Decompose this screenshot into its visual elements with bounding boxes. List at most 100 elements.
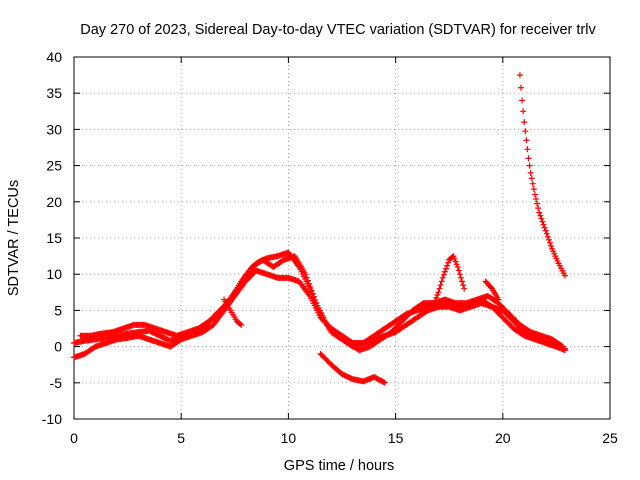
data-point [548, 242, 555, 249]
y-tick-label: 10 [46, 266, 62, 282]
data-point [441, 268, 448, 275]
y-tick-label: 5 [54, 302, 62, 318]
data-point [521, 119, 528, 126]
data-point [495, 296, 502, 303]
series-spike-segment-2 [482, 278, 502, 303]
data-point [542, 227, 549, 234]
chart-title: Day 270 of 2023, Sidereal Day-to-day VTE… [80, 22, 596, 38]
data-point [436, 285, 443, 292]
data-point [561, 347, 568, 354]
data-point [460, 282, 467, 289]
y-tick-labels: -10 -5 0 5 10 15 20 25 30 35 40 [42, 49, 62, 427]
data-point [312, 296, 319, 303]
data-point [310, 293, 317, 300]
data-point [545, 236, 552, 243]
data-point [461, 285, 468, 292]
data-point [439, 274, 446, 281]
x-tick-label: 25 [602, 430, 618, 446]
x-tick-label: 0 [70, 430, 78, 446]
y-tick-label: 20 [46, 194, 62, 210]
data-point [540, 221, 547, 228]
y-tick-label: 15 [46, 230, 62, 246]
data-point [523, 137, 530, 144]
data-point [302, 271, 309, 278]
data-point [444, 262, 451, 269]
data-point [433, 294, 440, 301]
data-point [453, 261, 460, 268]
series-track-b [71, 267, 568, 361]
data-point [457, 274, 464, 281]
data-point [307, 284, 314, 291]
data-point [525, 155, 532, 162]
data-point [306, 280, 313, 287]
data-point [539, 218, 546, 225]
data-point [381, 379, 388, 386]
data-point [529, 180, 536, 187]
data-point [451, 255, 458, 262]
data-point [488, 284, 495, 291]
grid-lines [74, 57, 610, 419]
y-tick-label: -5 [50, 375, 63, 391]
data-point [524, 146, 531, 153]
data-point [226, 297, 233, 304]
data-point [237, 320, 244, 327]
data-point [308, 287, 315, 294]
data-point [456, 271, 463, 278]
series-track-decay [516, 72, 568, 279]
data-point [541, 224, 548, 231]
data-point [544, 233, 551, 240]
data-point [543, 230, 550, 237]
data-point [380, 379, 387, 386]
y-tick-label: 0 [54, 339, 62, 355]
axis-ticks [73, 56, 611, 420]
series-spike-segment-1 [431, 253, 468, 307]
y-tick-label: -10 [42, 411, 62, 427]
data-point [438, 278, 445, 285]
data-point [530, 186, 537, 193]
data-point [304, 277, 311, 284]
data-point [559, 343, 566, 350]
series-track-c [77, 253, 566, 354]
x-tick-label: 5 [177, 430, 185, 446]
data-point [546, 239, 553, 246]
data-point [520, 108, 527, 115]
data-point [303, 274, 310, 281]
x-tick-label: 20 [495, 430, 511, 446]
data-point [452, 258, 459, 265]
series-drop-segment-1 [221, 296, 245, 328]
data-point [538, 215, 545, 222]
data-point [437, 282, 444, 289]
data-point [442, 265, 449, 272]
y-tick-label: 35 [46, 85, 62, 101]
data-point [527, 169, 534, 176]
data-point [238, 321, 245, 328]
data-point [531, 191, 538, 198]
data-point [533, 196, 540, 203]
x-tick-label: 15 [388, 430, 404, 446]
data-point [528, 175, 535, 182]
data-point [536, 209, 543, 216]
data-point [455, 267, 462, 274]
data-point [558, 342, 565, 349]
data-point [561, 272, 568, 279]
data-point [445, 259, 452, 266]
data-point [534, 200, 541, 207]
data-point [518, 84, 525, 91]
data-point [526, 162, 533, 169]
data-marks [71, 72, 568, 386]
data-point [516, 72, 523, 79]
data-point [454, 263, 461, 270]
data-point [435, 289, 442, 296]
x-tick-label: 10 [281, 430, 297, 446]
data-point [432, 297, 439, 304]
data-point [519, 97, 526, 104]
series-dip-segment [317, 350, 388, 386]
data-point [431, 300, 438, 307]
y-axis-label: SDTVAR / TECUs [6, 180, 22, 296]
data-point [522, 128, 529, 135]
data-point [434, 292, 441, 299]
y-tick-label: 40 [46, 49, 62, 65]
x-tick-labels: 0 5 10 15 20 25 [70, 430, 618, 446]
data-point [440, 271, 447, 278]
data-point [450, 253, 457, 260]
